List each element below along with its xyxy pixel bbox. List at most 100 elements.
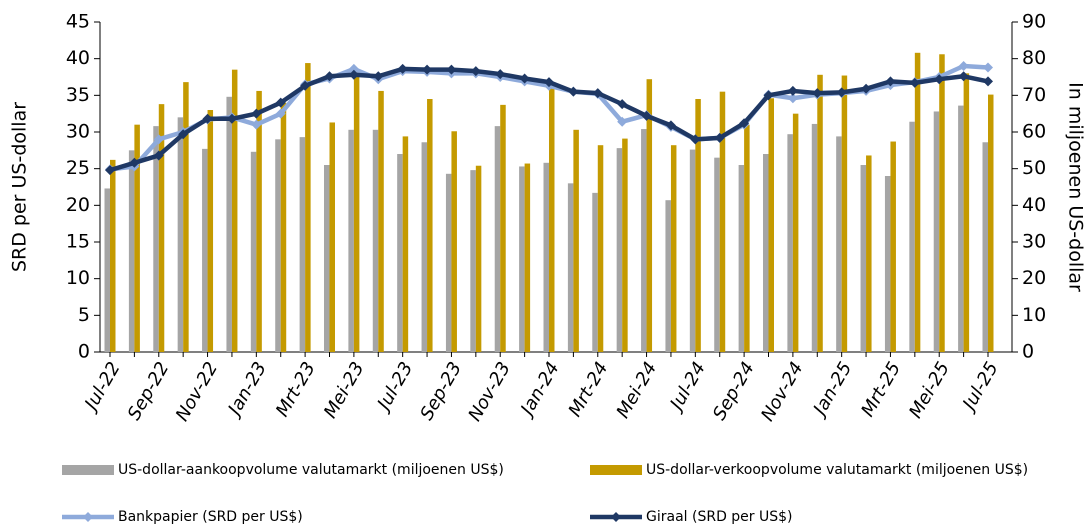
y2-tick-label: 90 xyxy=(1022,11,1046,33)
bar xyxy=(329,122,335,352)
marker xyxy=(739,118,750,129)
bar xyxy=(616,148,623,352)
x-tick-label: Jan-24 xyxy=(515,359,563,422)
marker xyxy=(958,61,969,71)
legend-label: Giraal (SRD per US$) xyxy=(646,509,793,525)
bar xyxy=(475,165,482,352)
marker xyxy=(153,134,164,145)
bar xyxy=(841,75,848,353)
bar xyxy=(104,188,110,352)
bar xyxy=(714,157,720,352)
x-tick-label: Jan-25 xyxy=(808,359,856,422)
marker xyxy=(251,108,262,119)
marker xyxy=(300,80,311,91)
bar xyxy=(250,151,257,352)
marker xyxy=(348,63,359,74)
y-tick-label: 15 xyxy=(66,231,90,253)
marker xyxy=(422,64,433,75)
bar xyxy=(543,162,549,352)
bar xyxy=(158,104,165,352)
x-tick-label: Mrt-23 xyxy=(272,359,320,421)
x-tick-label: Mrt-25 xyxy=(857,359,905,421)
marker xyxy=(763,90,774,101)
bar xyxy=(451,131,457,352)
bar xyxy=(305,63,311,353)
marker xyxy=(275,108,286,119)
bar xyxy=(670,145,677,352)
x-tick-label: Nov-22 xyxy=(172,359,222,425)
y-tick-label: 40 xyxy=(66,47,90,69)
bar xyxy=(378,90,384,352)
bar xyxy=(933,111,940,352)
bar xyxy=(884,176,891,352)
y-axis-label: SRD per US-dollar xyxy=(9,102,31,272)
marker xyxy=(544,77,554,88)
legend-swatch xyxy=(62,465,114,475)
bar xyxy=(622,138,628,352)
marker xyxy=(568,86,579,97)
legend-swatch xyxy=(590,465,642,475)
marker xyxy=(714,132,725,143)
x-tick-label: Nov-24 xyxy=(757,359,807,425)
marker xyxy=(495,69,506,80)
bar xyxy=(988,94,994,352)
y-tick-label: 20 xyxy=(66,194,90,216)
bar xyxy=(909,121,915,352)
marker xyxy=(105,165,115,176)
bar xyxy=(963,73,970,352)
legend-label: US-dollar-aankoopvolume valutamarkt (mil… xyxy=(118,462,504,478)
bar xyxy=(549,88,555,352)
bar xyxy=(110,159,116,352)
marker xyxy=(226,113,237,124)
marker xyxy=(690,134,701,145)
marker xyxy=(836,87,847,98)
bar xyxy=(372,129,379,352)
bar xyxy=(689,149,696,352)
bar xyxy=(402,136,409,352)
bar xyxy=(421,142,428,352)
x-tick-label: Mei-25 xyxy=(905,359,954,422)
marker xyxy=(129,157,140,168)
bar xyxy=(256,90,262,352)
bar xyxy=(914,52,921,353)
marker xyxy=(592,88,603,99)
legend-marker xyxy=(611,512,621,522)
marker xyxy=(934,74,945,85)
x-tick-label: Nov-23 xyxy=(464,359,514,425)
marker xyxy=(861,83,872,94)
marker xyxy=(178,129,189,140)
y2-tick-label: 30 xyxy=(1022,231,1046,253)
bar xyxy=(348,129,354,352)
marker xyxy=(983,76,993,87)
marker xyxy=(153,150,164,161)
bar xyxy=(445,173,452,352)
y2-axis-label: In miljoenen US-dollar xyxy=(1065,82,1087,292)
bar xyxy=(646,79,653,352)
marker xyxy=(665,120,676,131)
marker xyxy=(251,119,262,130)
marker xyxy=(787,85,798,96)
bar xyxy=(836,136,842,352)
bar xyxy=(427,99,433,352)
bar xyxy=(177,117,184,352)
y-tick-label: 5 xyxy=(78,304,90,326)
x-tick-label: Mrt-24 xyxy=(565,359,613,421)
x-tick-label: Jul-24 xyxy=(665,359,710,416)
bar xyxy=(982,142,988,352)
marker xyxy=(373,71,384,82)
bar xyxy=(280,102,287,353)
bar xyxy=(231,69,238,353)
bar xyxy=(134,124,140,353)
bar xyxy=(890,141,896,352)
bar xyxy=(763,154,769,352)
bar xyxy=(573,129,579,352)
bar xyxy=(641,129,647,352)
y2-tick-label: 10 xyxy=(1022,304,1046,326)
legend-label: Bankpapier (SRD per US$) xyxy=(118,509,303,525)
y2-tick-label: 50 xyxy=(1022,157,1046,179)
x-tick-label: Sep-23 xyxy=(416,359,466,424)
y2-tick-label: 20 xyxy=(1022,267,1046,289)
bar xyxy=(768,98,774,353)
bar xyxy=(860,165,867,352)
